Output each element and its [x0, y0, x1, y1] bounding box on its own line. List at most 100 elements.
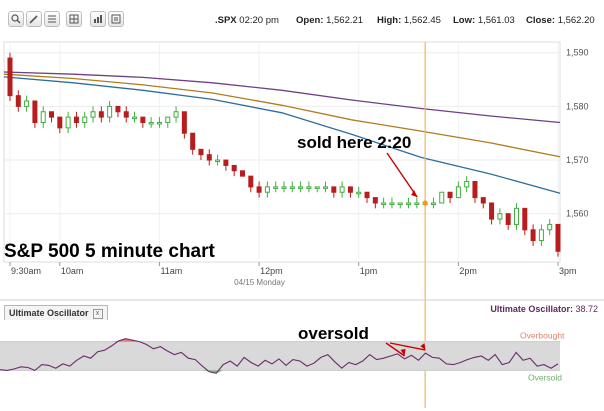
candle: [140, 116, 146, 123]
candle: [165, 116, 171, 123]
candle: [464, 181, 470, 188]
candle: [215, 159, 221, 163]
quote-low: Low: 1,561.03: [453, 15, 515, 26]
oversold-arrow: [385, 342, 405, 357]
candle: [472, 181, 478, 199]
close-label: Close:: [526, 15, 556, 26]
candle: [239, 170, 245, 177]
oscillator-tab[interactable]: Ultimate Oscillator x: [4, 305, 108, 320]
candle: [447, 191, 453, 199]
candle: [513, 207, 519, 225]
x-tick-label: 1pm: [360, 266, 378, 276]
candle: [430, 202, 436, 205]
candle: [455, 186, 461, 199]
x-tick-label: 10am: [61, 266, 84, 276]
candle: [57, 116, 63, 129]
overbought-label: Overbought: [520, 331, 565, 341]
zoom-button[interactable]: [8, 11, 24, 27]
candle: [206, 154, 212, 161]
x-tick-label: 2pm: [459, 266, 477, 276]
high-label: High:: [377, 15, 402, 26]
quote-high: High: 1,562.45: [377, 15, 441, 26]
x-tick-label: 9:30am: [11, 266, 41, 276]
open-label: Open:: [296, 15, 324, 26]
list-icon: [48, 15, 56, 23]
list-button[interactable]: [44, 11, 60, 27]
close-icon[interactable]: x: [92, 309, 103, 319]
candle: [132, 116, 138, 120]
x-tick-label: 12pm: [260, 266, 283, 276]
sold-annotation: sold here 2:20: [297, 133, 411, 152]
candle: [190, 132, 196, 150]
candle: [414, 202, 420, 205]
high-value: 1,562.45: [403, 15, 441, 26]
low-label: Low:: [453, 15, 476, 26]
candle: [356, 191, 362, 195]
grid-icon: [69, 14, 79, 24]
oscillator-value: 38.72: [575, 304, 598, 314]
candle: [273, 186, 279, 189]
candle: [49, 111, 55, 118]
sold-arrowhead: [411, 189, 418, 197]
properties-button[interactable]: [108, 11, 124, 27]
moving-average-line: [3, 76, 561, 194]
candle: [264, 186, 270, 193]
candle: [538, 229, 544, 242]
candle: [90, 111, 96, 118]
candle: [24, 100, 30, 107]
oscillator-tab-label: Ultimate Oscillator: [9, 308, 89, 318]
pencil-icon: [29, 15, 38, 24]
y-tick-label: 1,590: [566, 48, 589, 58]
candle: [306, 186, 312, 189]
bar-chart-icon: [94, 15, 102, 23]
quote-close: Close: 1,562.20: [526, 15, 595, 26]
y-tick-label: 1,580: [566, 101, 589, 111]
candle: [331, 186, 337, 193]
candle: [223, 159, 229, 166]
candle: [555, 223, 561, 252]
candle: [497, 213, 503, 220]
candle: [281, 186, 287, 189]
grid-button[interactable]: [66, 11, 82, 27]
oscillator-value-label: Ultimate Oscillator:: [490, 304, 573, 314]
candle: [7, 57, 13, 97]
candle: [98, 111, 104, 118]
open-value: 1,562.21: [326, 15, 364, 26]
candle: [505, 213, 511, 225]
sold-arrow: [386, 152, 418, 198]
x-tick-label: 3pm: [559, 266, 577, 276]
candle: [123, 111, 129, 118]
low-value: 1,561.03: [477, 15, 515, 26]
quote-open: Open: 1,562.21: [296, 15, 363, 26]
candle: [364, 191, 370, 199]
candle: [82, 116, 88, 123]
candle: [480, 197, 486, 204]
candle: [397, 202, 403, 205]
sale-marker-dot: [422, 200, 428, 206]
price-panel: [3, 41, 561, 263]
candle: [314, 186, 320, 189]
draw-button[interactable]: [26, 11, 42, 27]
candle: [40, 111, 46, 123]
overbought-fill: [111, 338, 140, 342]
candle: [198, 148, 204, 156]
chart-toolbar: .SPX 02:20 pm Open: 1,562.21 High: 1,562…: [0, 0, 604, 40]
candle: [32, 100, 38, 123]
candle: [231, 164, 237, 172]
candle: [15, 95, 21, 107]
candle: [156, 121, 162, 125]
moving-average-line: [3, 71, 561, 124]
oversold-label: Oversold: [528, 372, 562, 382]
oversold-annotation: oversold: [298, 324, 369, 343]
candle: [339, 186, 345, 193]
y-tick-label: 1,560: [566, 209, 589, 219]
candle: [65, 116, 71, 129]
close-value: 1,562.20: [557, 15, 595, 26]
candle: [73, 116, 79, 123]
chart-type-button[interactable]: [90, 11, 106, 27]
oversold-arrow: [389, 342, 426, 351]
candle: [530, 229, 536, 242]
oversold-arrowhead: [420, 343, 426, 351]
candle: [372, 197, 378, 204]
